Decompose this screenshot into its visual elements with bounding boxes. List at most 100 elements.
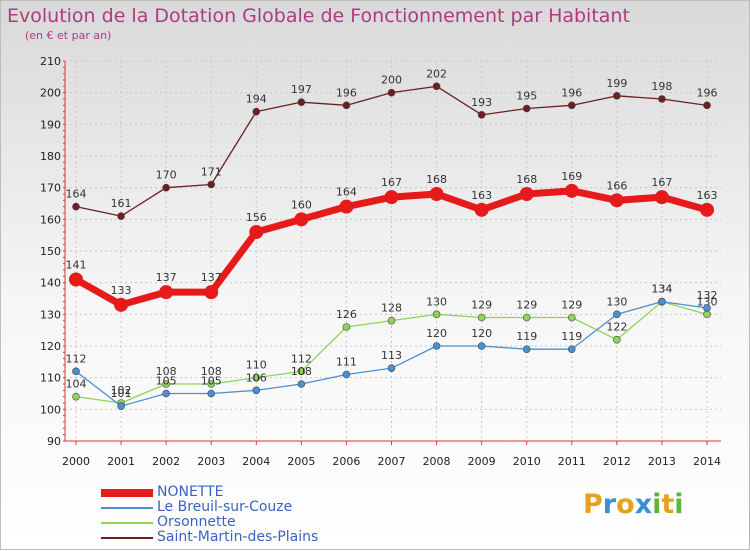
- y-tick-label: 130: [40, 308, 61, 321]
- data-point: [204, 285, 219, 300]
- data-label: 167: [381, 176, 402, 189]
- data-point: [522, 104, 531, 113]
- data-label: 129: [516, 299, 537, 312]
- data-label: 133: [111, 284, 132, 297]
- data-label: 160: [291, 198, 312, 211]
- data-point: [162, 389, 170, 398]
- data-point: [654, 190, 669, 205]
- data-label: 168: [426, 173, 447, 186]
- data-label: 112: [66, 352, 87, 365]
- data-point: [342, 323, 351, 331]
- data-label: 194: [246, 93, 267, 106]
- data-label: 110: [246, 359, 267, 372]
- data-point: [72, 202, 80, 211]
- x-tick-label: 2009: [468, 455, 496, 468]
- x-tick-label: 2014: [693, 455, 721, 468]
- data-label: 196: [561, 86, 582, 99]
- data-point: [294, 212, 309, 227]
- data-point: [613, 92, 621, 100]
- legend-label: Orsonnette: [157, 514, 236, 530]
- data-label: 198: [651, 80, 672, 93]
- data-point: [252, 107, 261, 116]
- data-label: 169: [561, 170, 582, 183]
- y-tick-label: 180: [40, 150, 61, 163]
- data-label: 101: [111, 387, 132, 400]
- x-tick-label: 2002: [152, 455, 180, 468]
- data-label: 102: [111, 384, 132, 397]
- y-tick-label: 190: [40, 118, 61, 131]
- x-tick-label: 2000: [62, 455, 90, 468]
- data-point: [339, 199, 354, 214]
- data-label: 112: [291, 352, 312, 365]
- legend-swatch: [101, 489, 153, 497]
- data-label: 105: [201, 375, 222, 388]
- legend-swatch: [101, 522, 153, 524]
- y-tick-label: 160: [40, 213, 61, 226]
- x-tick-label: 2003: [197, 455, 225, 468]
- x-tick-label: 2008: [423, 455, 451, 468]
- data-point: [342, 370, 351, 379]
- legend-swatch: [101, 507, 153, 509]
- y-tick-label: 150: [40, 245, 61, 258]
- data-label: 108: [156, 365, 177, 378]
- data-point: [387, 364, 396, 372]
- data-point: [114, 297, 129, 312]
- data-label: 170: [156, 169, 177, 182]
- data-point: [658, 95, 666, 103]
- data-point: [432, 342, 441, 350]
- data-point: [117, 402, 125, 410]
- logo-letter: i: [674, 489, 684, 520]
- data-label: 163: [471, 189, 492, 202]
- data-label: 126: [336, 308, 357, 321]
- data-label: 134: [651, 283, 672, 296]
- data-label: 197: [291, 83, 312, 96]
- data-label: 129: [561, 299, 582, 312]
- data-point: [387, 316, 396, 325]
- data-point: [207, 180, 216, 189]
- data-point: [703, 101, 711, 110]
- data-point: [207, 389, 216, 398]
- data-label: 141: [66, 259, 87, 272]
- data-label: 171: [201, 166, 222, 179]
- data-point: [432, 310, 441, 319]
- logo-letter: i: [652, 489, 662, 520]
- y-tick-label: 90: [47, 435, 61, 448]
- x-tick-label: 2011: [558, 455, 586, 468]
- logo-letter: P: [583, 489, 603, 520]
- data-label: 130: [426, 295, 447, 308]
- x-tick-label: 2001: [107, 455, 135, 468]
- data-point: [703, 310, 711, 319]
- data-label: 200: [381, 74, 402, 87]
- x-tick-label: 2012: [603, 455, 631, 468]
- data-label: 202: [426, 67, 447, 80]
- y-tick-label: 200: [40, 87, 61, 100]
- x-tick-label: 2005: [287, 455, 315, 468]
- legend-swatch: [101, 537, 153, 539]
- data-label: 167: [651, 176, 672, 189]
- data-point: [522, 345, 531, 353]
- data-point: [700, 202, 714, 217]
- data-label: 129: [471, 299, 492, 312]
- data-label: 105: [156, 375, 177, 388]
- data-label: 128: [381, 302, 402, 315]
- data-point: [342, 101, 351, 110]
- data-label: 113: [381, 349, 402, 362]
- data-label: 108: [291, 365, 312, 378]
- data-point: [613, 335, 621, 344]
- y-tick-label: 100: [40, 403, 61, 416]
- y-tick-label: 110: [40, 372, 61, 385]
- data-label: 163: [697, 189, 718, 202]
- data-label: 164: [336, 186, 357, 199]
- logo-letter: r: [602, 489, 617, 520]
- data-label: 120: [471, 327, 492, 340]
- data-point: [162, 380, 170, 388]
- data-point: [522, 313, 531, 322]
- y-tick-label: 120: [40, 340, 61, 353]
- data-label: 168: [516, 173, 537, 186]
- x-tick-label: 2004: [242, 455, 270, 468]
- data-label: 134: [651, 283, 672, 296]
- data-point: [477, 313, 486, 322]
- data-point: [117, 212, 125, 220]
- data-point: [297, 380, 306, 388]
- data-point: [477, 111, 486, 119]
